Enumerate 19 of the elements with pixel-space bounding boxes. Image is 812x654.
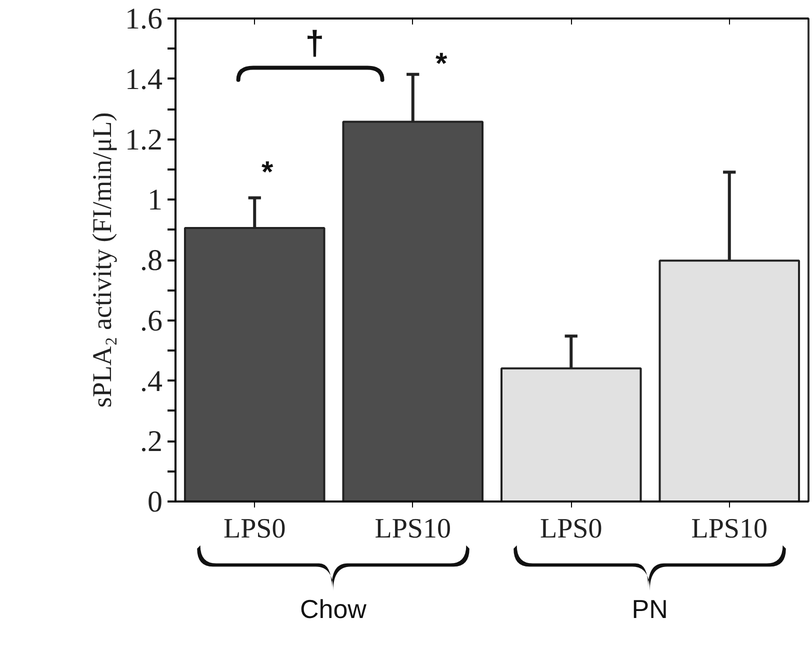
y-tick-label: .4	[140, 364, 162, 398]
y-tick-label: .2	[140, 425, 162, 458]
x-tick-label: LPS0	[540, 514, 602, 544]
x-tick-label: LPS10	[374, 514, 451, 544]
y-tick-label: 1.6	[125, 2, 162, 36]
y-tick-label: .8	[140, 244, 162, 277]
y-tick-label: 1.2	[125, 123, 162, 156]
annotation: †	[305, 24, 324, 62]
y-axis-title: sPLA₂ activity (FI/min/μL)	[87, 112, 117, 408]
annotation: *	[261, 156, 274, 189]
x-tick-label: LPS10	[691, 514, 768, 544]
text: Chow	[300, 594, 367, 624]
y-tick-label: 1	[148, 184, 162, 217]
y-tick-label: 0	[148, 486, 162, 518]
x-tick-label: LPS0	[224, 514, 286, 544]
text: PN	[632, 594, 668, 624]
y-tick-label: 1.4	[125, 62, 162, 96]
annotation: *	[436, 47, 448, 80]
y-tick-label: .6	[140, 304, 162, 338]
